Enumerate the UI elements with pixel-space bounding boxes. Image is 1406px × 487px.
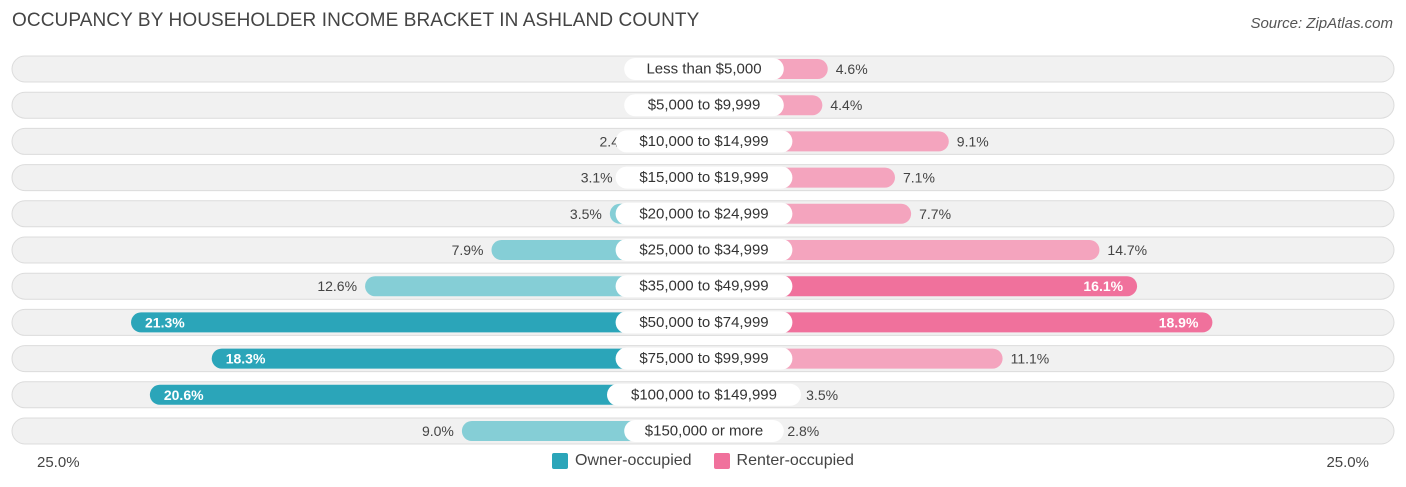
owner-value-label: 3.5%: [570, 206, 602, 222]
category-pill: [615, 166, 793, 189]
axis-right-label: 25.0%: [1326, 454, 1369, 471]
category-label: $100,000 to $149,999: [631, 386, 777, 403]
legend-item-owner[interactable]: Owner-occupied: [552, 452, 692, 470]
category-pill: [615, 130, 793, 153]
category-pill: [624, 420, 784, 442]
category-label: $5,000 to $9,999: [648, 97, 761, 114]
renter-value-label: 14.7%: [1107, 242, 1147, 258]
renter-value-label: 3.5%: [806, 387, 838, 403]
owner-value-label: 20.6%: [164, 387, 204, 403]
category-pill: [615, 311, 793, 334]
owner-bar: [211, 348, 705, 369]
owner-value-label: 9.0%: [422, 423, 454, 439]
category-label: $20,000 to $24,999: [639, 205, 768, 222]
legend-item-renter[interactable]: Renter-occupied: [713, 452, 854, 470]
category-label: $25,000 to $34,999: [639, 242, 768, 259]
renter-value-label: 4.4%: [830, 97, 862, 113]
renter-value-label: 9.1%: [957, 133, 989, 149]
owner-value-label: 12.6%: [317, 278, 357, 294]
category-pill: [624, 58, 784, 80]
category-pill: [624, 94, 784, 117]
owner-value-label: 18.3%: [226, 351, 266, 367]
owner-bar: [149, 384, 705, 405]
owner-bar: [131, 312, 704, 333]
category-pill: [615, 239, 793, 261]
owner-value-label: 3.1%: [581, 170, 613, 186]
category-label: $15,000 to $19,999: [639, 169, 768, 186]
source-label: Source: ZipAtlas.com: [1250, 15, 1393, 32]
renter-value-label: 11.1%: [1011, 351, 1050, 367]
renter-bar: [704, 240, 1100, 260]
renter-value-label: 18.9%: [1159, 314, 1199, 330]
renter-bar: [704, 276, 1138, 297]
axis-left-label: 25.0%: [37, 454, 80, 471]
renter-value-label: 2.8%: [787, 423, 819, 439]
category-label: $35,000 to $49,999: [639, 278, 768, 295]
owner-swatch-icon: [552, 453, 569, 469]
renter-swatch-icon: [713, 453, 730, 469]
category-label: $10,000 to $14,999: [639, 133, 768, 150]
legend: Owner-occupied Renter-occupied: [0, 452, 1406, 470]
category-pill: [615, 202, 793, 225]
category-label: $150,000 or more: [645, 423, 763, 440]
renter-value-label: 7.7%: [919, 206, 951, 222]
renter-value-label: 4.6%: [836, 61, 868, 77]
category-label: $50,000 to $74,999: [639, 314, 768, 331]
category-pill: [615, 275, 793, 298]
owner-value-label: 7.9%: [452, 242, 484, 258]
chart-title: OCCUPANCY BY HOUSEHOLDER INCOME BRACKET …: [12, 10, 700, 31]
category-pill: [615, 347, 793, 370]
renter-value-label: 16.1%: [1083, 278, 1123, 294]
renter-bar: [704, 312, 1213, 333]
category-label: Less than $5,000: [646, 61, 761, 78]
renter-value-label: 7.1%: [903, 170, 935, 186]
category-label: $75,000 to $99,999: [639, 350, 768, 367]
owner-value-label: 21.3%: [145, 314, 185, 330]
category-pill: [607, 383, 801, 406]
legend-owner-label: Owner-occupied: [575, 452, 692, 469]
legend-renter-label: Renter-occupied: [736, 452, 854, 469]
